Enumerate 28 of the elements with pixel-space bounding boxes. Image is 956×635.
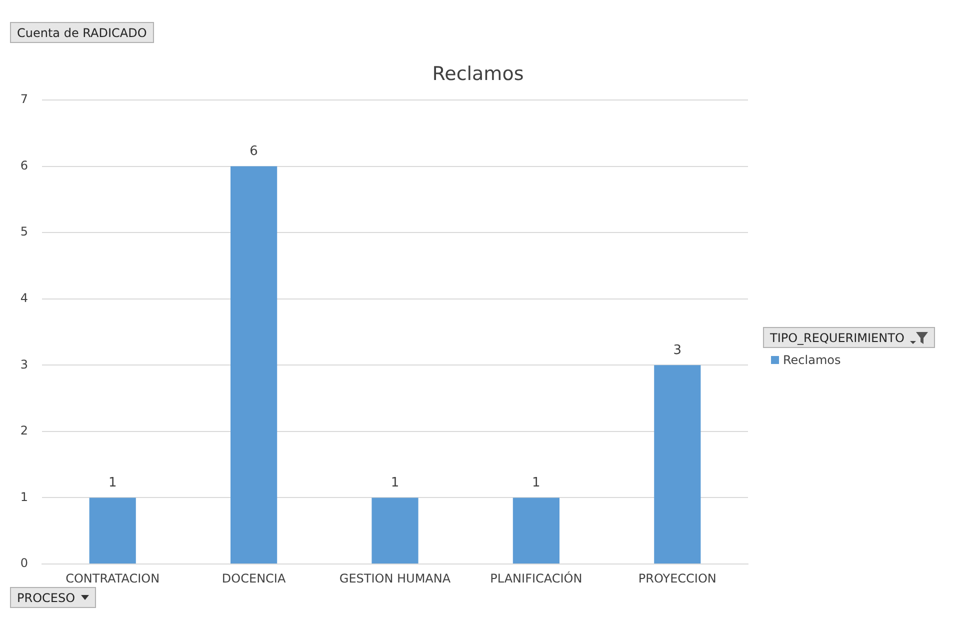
bar (512, 498, 560, 564)
data-label: 1 (390, 476, 400, 491)
data-label: 3 (673, 343, 682, 358)
y-tick-label: 5 (20, 224, 28, 239)
data-label: 6 (250, 144, 258, 160)
x-tick-label: PLANIFICACIÓN (490, 570, 582, 586)
y-tick-label: 0 (20, 556, 28, 570)
data-label: 1 (108, 476, 117, 491)
legend-label: Reclamos (783, 353, 841, 367)
y-axis-title: Cuenta de RADICADO (17, 26, 147, 40)
bar (230, 166, 278, 564)
bar (89, 498, 136, 564)
y-tick-label: 4 (20, 290, 28, 305)
y-tick-label: 2 (20, 424, 28, 438)
x-axis-title: PROCESO (17, 590, 76, 604)
y-tick-label: 3 (20, 357, 28, 372)
y-tick-label: 6 (20, 158, 28, 172)
y-tick-label: 1 (20, 490, 28, 504)
y-tick-label: 7 (20, 92, 28, 106)
chart-title: Reclamos (432, 62, 524, 85)
x-tick-label: PROYECCION (638, 571, 716, 586)
x-tick-label: CONTRATACION (66, 571, 160, 586)
x-tick-label: DOCENCIA (222, 571, 286, 586)
data-label: 1 (532, 476, 540, 491)
x-tick-label: GESTION HUMANA (339, 571, 452, 586)
legend-title: TIPO_REQUERIMIENTO (770, 330, 904, 344)
bar (654, 365, 701, 564)
bar (372, 498, 418, 564)
